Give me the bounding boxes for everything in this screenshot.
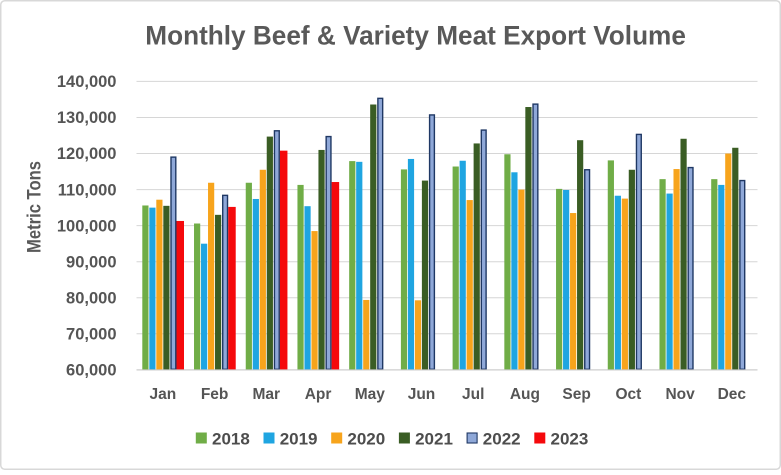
- svg-text:Apr: Apr: [305, 386, 332, 403]
- svg-text:2020: 2020: [347, 430, 385, 449]
- svg-text:70,000: 70,000: [66, 326, 116, 344]
- svg-text:2023: 2023: [551, 430, 589, 449]
- svg-text:Monthly Beef & Variety Meat Ex: Monthly Beef & Variety Meat Export Volum…: [145, 21, 686, 51]
- svg-text:Nov: Nov: [665, 386, 695, 403]
- svg-text:90,000: 90,000: [66, 253, 116, 271]
- svg-text:60,000: 60,000: [66, 362, 116, 380]
- svg-text:2018: 2018: [212, 430, 250, 449]
- svg-text:2022: 2022: [483, 430, 521, 449]
- svg-text:Jun: Jun: [408, 386, 436, 403]
- svg-text:110,000: 110,000: [58, 181, 117, 199]
- svg-text:Mar: Mar: [253, 386, 281, 403]
- svg-text:May: May: [355, 386, 386, 403]
- svg-text:80,000: 80,000: [66, 290, 116, 308]
- svg-text:Jan: Jan: [150, 386, 177, 403]
- svg-text:Feb: Feb: [201, 386, 229, 403]
- svg-text:Dec: Dec: [718, 386, 747, 403]
- svg-text:Aug: Aug: [510, 386, 540, 403]
- svg-text:Oct: Oct: [615, 386, 641, 403]
- svg-text:140,000: 140,000: [57, 73, 117, 91]
- svg-text:2021: 2021: [415, 430, 453, 449]
- svg-text:Jul: Jul: [462, 386, 484, 403]
- svg-text:120,000: 120,000: [57, 145, 117, 163]
- svg-text:Sep: Sep: [562, 386, 590, 403]
- svg-text:130,000: 130,000: [57, 109, 117, 127]
- svg-text:100,000: 100,000: [57, 217, 117, 235]
- svg-text:Metric Tons: Metric Tons: [25, 161, 46, 253]
- svg-text:2019: 2019: [280, 430, 318, 449]
